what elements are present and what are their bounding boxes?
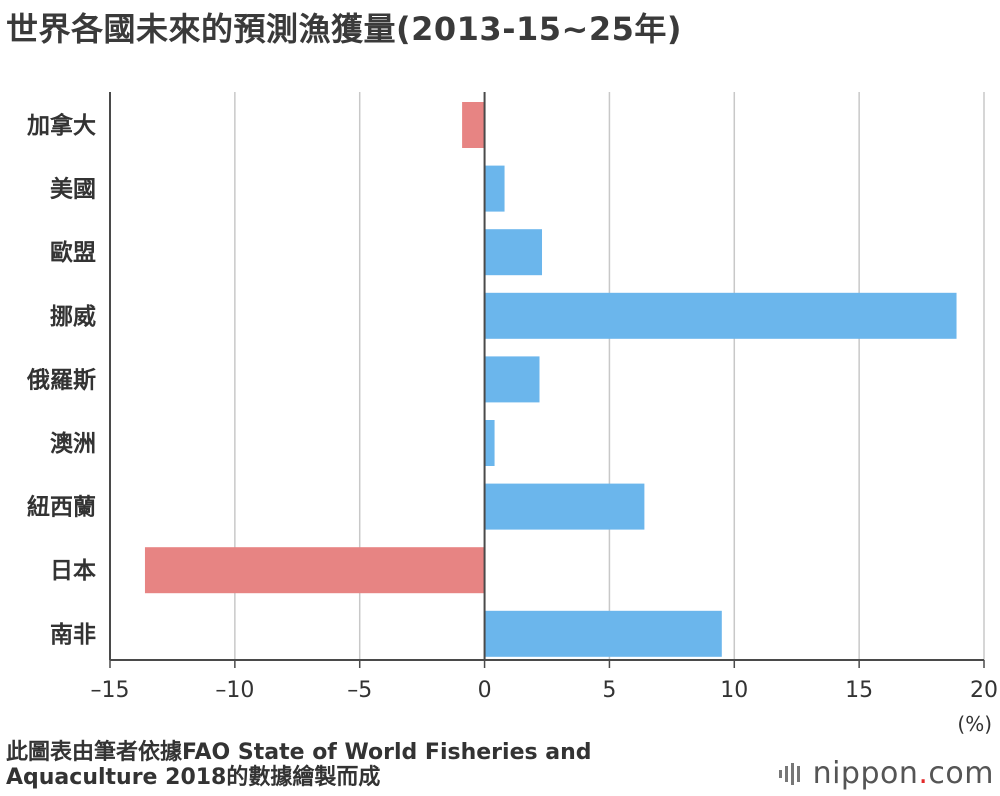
brand-dot: . bbox=[918, 756, 929, 791]
x-tick-label: 10 bbox=[720, 678, 748, 703]
nippon-logo[interactable]: nippon. com bbox=[778, 756, 994, 791]
x-tick-label: –5 bbox=[347, 678, 372, 703]
bar-5 bbox=[484, 356, 540, 403]
x-tick-label: 0 bbox=[478, 678, 492, 703]
bar-2 bbox=[484, 165, 505, 212]
x-tick-label: 15 bbox=[845, 678, 873, 703]
category-label: 美國 bbox=[50, 176, 96, 203]
bar-9 bbox=[484, 610, 722, 657]
axes bbox=[109, 92, 985, 668]
bar-3 bbox=[484, 229, 543, 276]
unit-label: (%) bbox=[957, 712, 992, 736]
bar-4 bbox=[484, 292, 957, 339]
brand-name: nippon bbox=[812, 756, 919, 791]
bar-7 bbox=[484, 483, 645, 530]
x-tick-label: 5 bbox=[602, 678, 616, 703]
brand-mark-icon bbox=[778, 762, 800, 785]
chart-title: 世界各國未來的預測漁獲量(2013-15~25年) bbox=[6, 10, 682, 48]
category-label: 日本 bbox=[50, 558, 96, 584]
x-tick-label: 20 bbox=[970, 678, 998, 703]
bar-1 bbox=[462, 102, 485, 148]
brand-suffix: com bbox=[928, 756, 994, 791]
x-tick-label: –15 bbox=[91, 678, 130, 703]
source-note: 此圖表由筆者依據FAO State of World Fisheries and… bbox=[6, 740, 592, 790]
category-label: 俄羅斯 bbox=[26, 366, 96, 393]
category-label: 加拿大 bbox=[26, 112, 96, 139]
category-label: 澳洲 bbox=[50, 431, 96, 457]
category-label: 紐西蘭 bbox=[27, 494, 96, 521]
category-label: 歐盟 bbox=[50, 239, 96, 266]
bar-6 bbox=[484, 420, 495, 466]
gridlines bbox=[234, 92, 985, 660]
bar-8 bbox=[144, 547, 485, 594]
bars bbox=[144, 102, 957, 657]
category-label: 南非 bbox=[50, 622, 96, 648]
category-label: 挪威 bbox=[50, 303, 96, 330]
x-tick-label: –10 bbox=[215, 678, 254, 703]
